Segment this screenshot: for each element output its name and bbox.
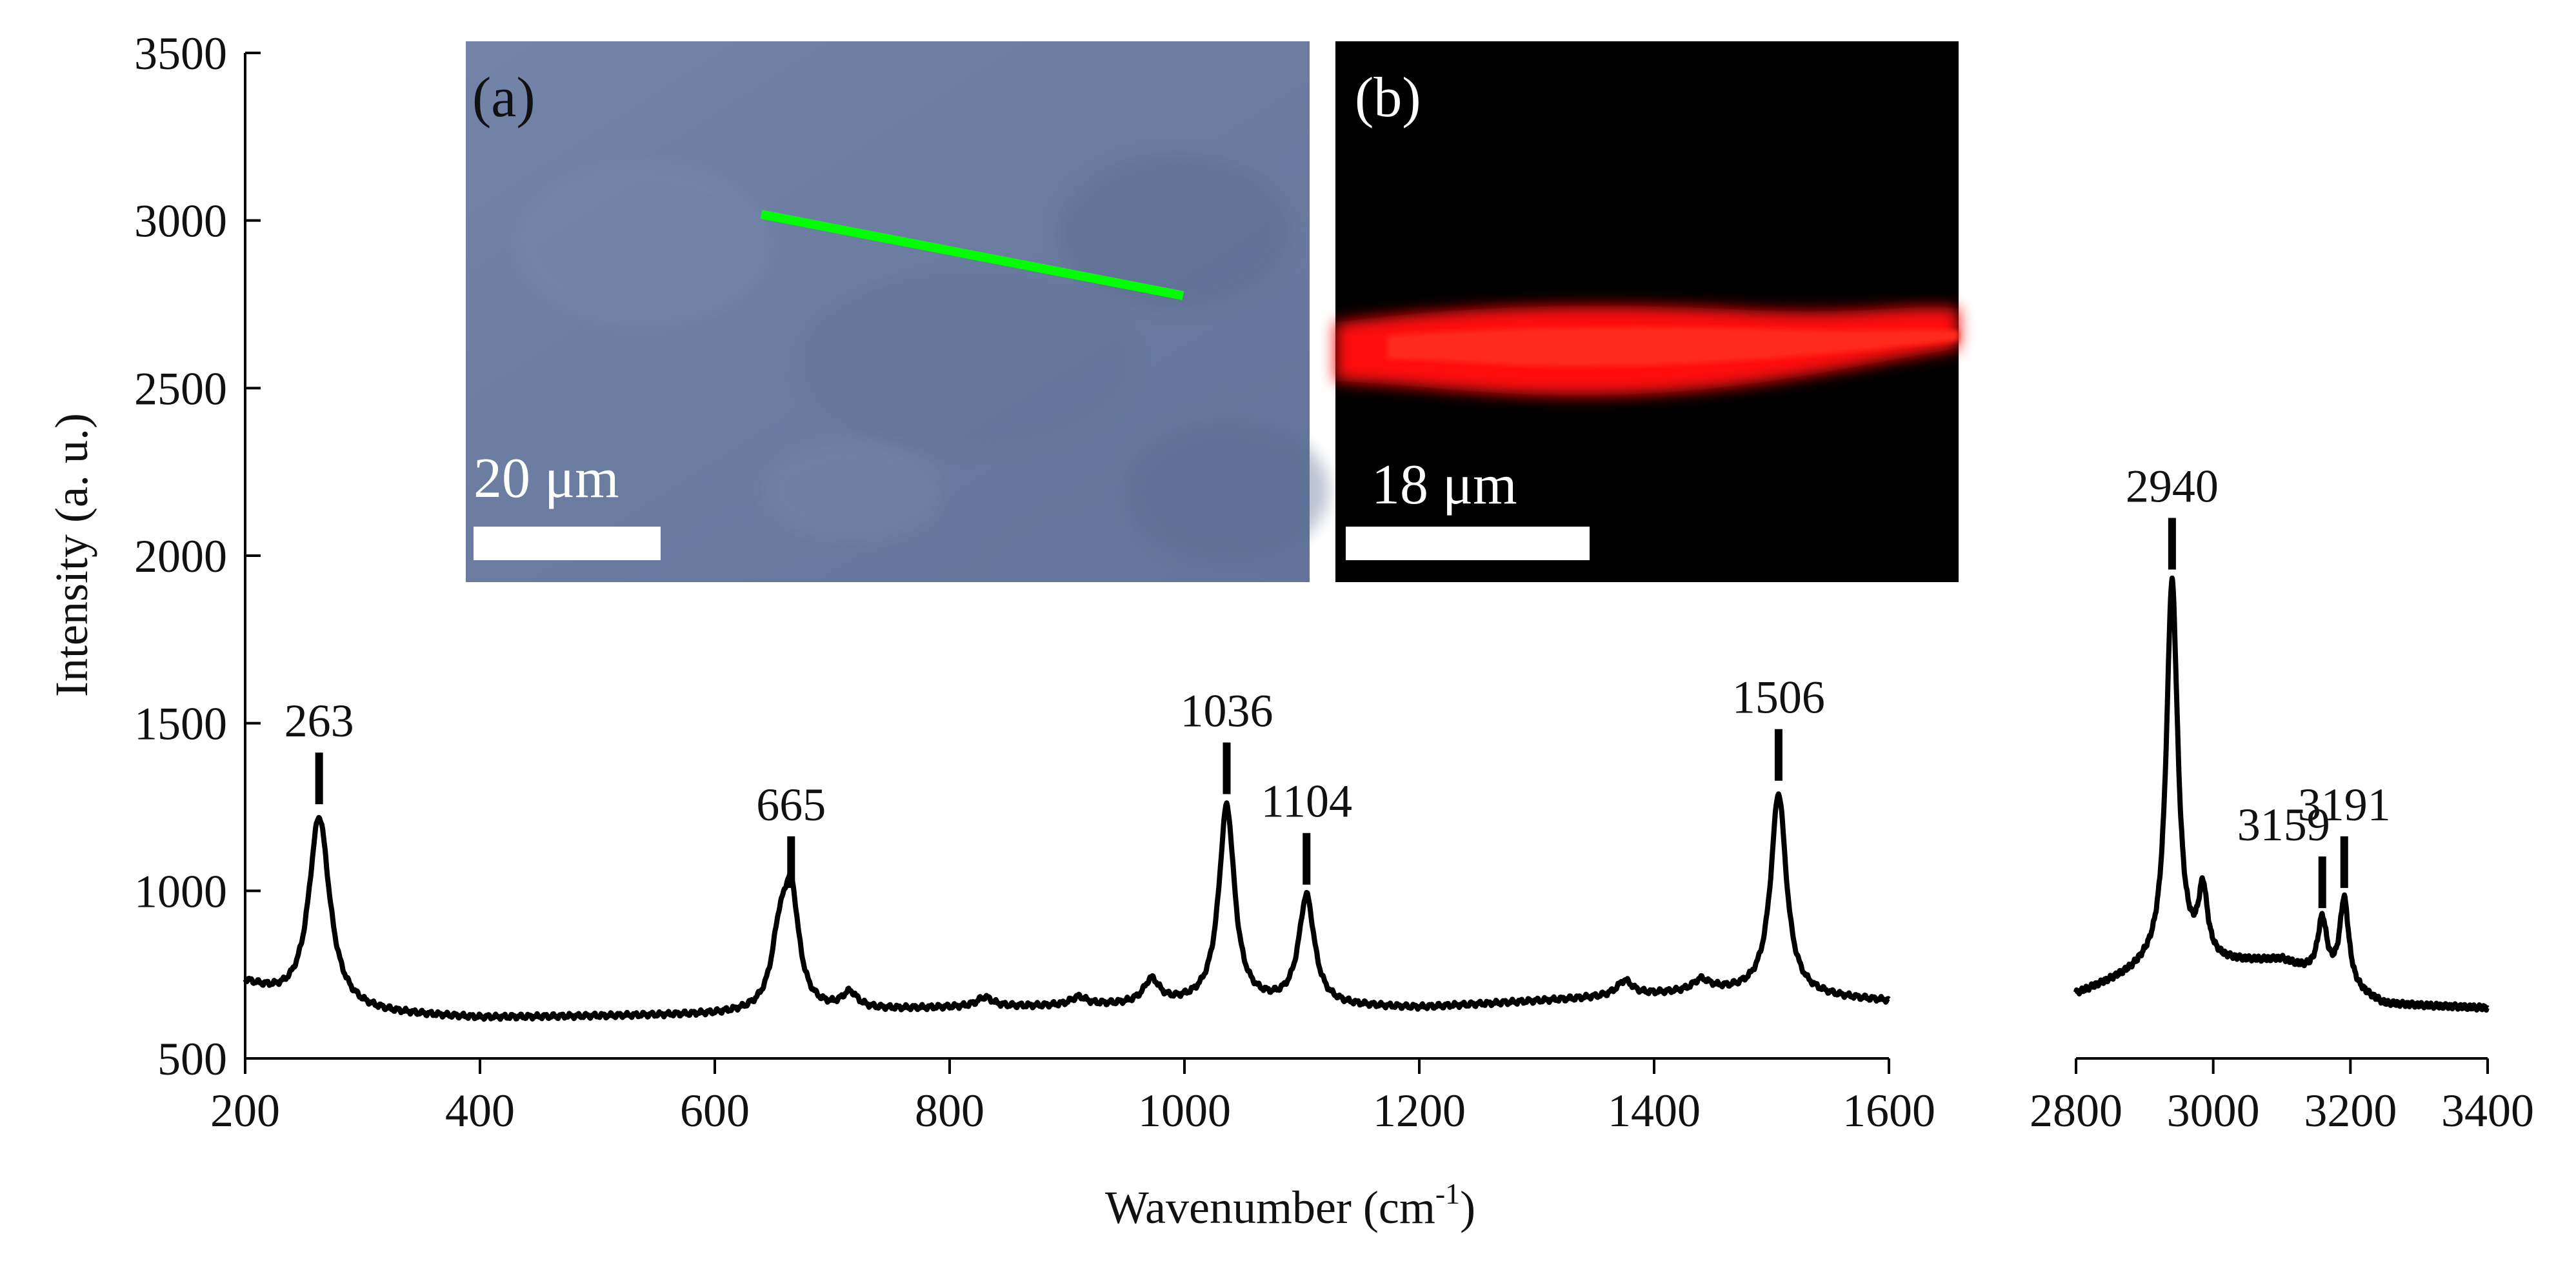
x-tick-label: 1200 bbox=[1373, 1085, 1466, 1137]
peak-label: 1036 bbox=[1181, 685, 1273, 737]
x-axis-title: Wavenumber (cm-1) bbox=[1105, 1177, 1475, 1233]
peak-label: 263 bbox=[285, 695, 354, 747]
x-tick-label: 600 bbox=[680, 1085, 750, 1137]
spectrum-line-high-range bbox=[2073, 575, 2490, 1013]
x-tick-label: 200 bbox=[210, 1085, 280, 1137]
y-tick-label: 3000 bbox=[134, 196, 227, 247]
x-tick-label: 800 bbox=[915, 1085, 984, 1137]
x-tick-label: 1000 bbox=[1138, 1085, 1231, 1137]
x-tick-label: 1400 bbox=[1608, 1085, 1701, 1137]
x-tick-label: 3200 bbox=[2304, 1085, 2397, 1137]
y-axis-title: Intensity (a. u.) bbox=[46, 413, 97, 697]
inset-a-texture bbox=[800, 271, 1135, 452]
y-tick-label: 500 bbox=[157, 1033, 227, 1085]
inset-b-label: (b) bbox=[1355, 66, 1421, 129]
x-tick-label: 3000 bbox=[2167, 1085, 2260, 1137]
x-tick-label: 1600 bbox=[1842, 1085, 1935, 1137]
x-ticks: 200 400 600 800 1000 1200 1400 1600 2800 3000 3200… bbox=[210, 1058, 2534, 1137]
y-tick-label: 1500 bbox=[134, 698, 227, 750]
y-tick-label: 1000 bbox=[134, 865, 227, 917]
y-tick-label: 2500 bbox=[134, 363, 227, 414]
inset-a-micrograph: (a) 20 μm bbox=[466, 41, 1329, 582]
inset-a-texture bbox=[516, 161, 774, 329]
peak-label: 1506 bbox=[1732, 672, 1825, 723]
y-tick-label: 2000 bbox=[134, 530, 227, 582]
spectrum-line-low-range bbox=[243, 791, 1891, 1022]
y-ticks: 500 1000 1500 2000 2500 3000 3500 bbox=[134, 28, 261, 1085]
inset-a-label: (a) bbox=[472, 66, 535, 129]
x-axis-title-end: ) bbox=[1460, 1182, 1475, 1233]
x-tick-label: 2800 bbox=[2030, 1085, 2122, 1137]
peak-label: 665 bbox=[756, 779, 826, 831]
inset-a-texture bbox=[1058, 155, 1290, 310]
peak-label: 2940 bbox=[2126, 461, 2219, 512]
inset-a-scale-text: 20 μm bbox=[474, 447, 619, 510]
inset-a-texture bbox=[761, 439, 942, 542]
peak-label: 1104 bbox=[1261, 776, 1352, 827]
x-tick-label: 400 bbox=[445, 1085, 515, 1137]
peak-label: 3159 bbox=[2237, 799, 2330, 851]
inset-a-scale-bar bbox=[474, 527, 661, 560]
laser-scan-line bbox=[760, 210, 1184, 300]
x-tick-label: 3400 bbox=[2441, 1085, 2534, 1137]
inset-a-texture bbox=[1123, 419, 1329, 561]
fluorescence-band-core bbox=[1387, 327, 1959, 367]
peak-label: 3191 bbox=[2298, 779, 2391, 831]
inset-b-scale-text: 18 μm bbox=[1372, 454, 1517, 516]
inset-b-scale-bar bbox=[1346, 527, 1590, 560]
inset-b-fluorescence: (b) 18 μm bbox=[1335, 41, 1959, 582]
x-axis-title-superscript: -1 bbox=[1435, 1177, 1460, 1210]
y-tick-label: 3500 bbox=[134, 28, 227, 79]
